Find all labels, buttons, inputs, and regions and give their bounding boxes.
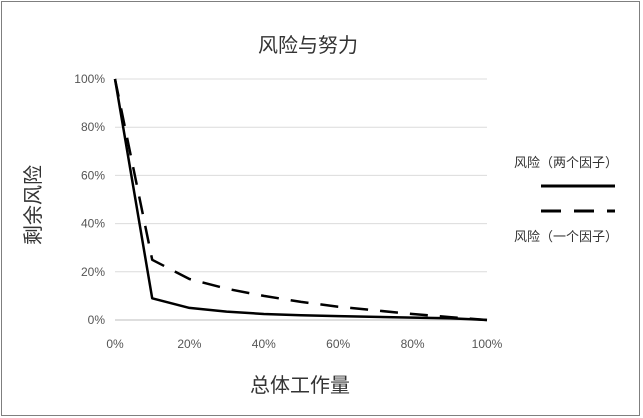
y-tick-label: 40%: [81, 217, 105, 231]
x-tick-label: 80%: [401, 337, 425, 351]
legend-label-two-factors: 风险（两个因子）: [514, 156, 618, 171]
gridlines: [115, 78, 487, 273]
y-tick-label: 0%: [88, 313, 106, 327]
x-tick-label: 60%: [326, 337, 350, 351]
chart-title: 风险与努力: [258, 33, 358, 57]
y-axis-title: 剩余风险: [21, 165, 45, 245]
x-axis-title: 总体工作量: [250, 373, 350, 397]
y-tick-labels: 0% 20% 40% 60% 80% 100%: [74, 72, 105, 327]
x-tick-label: 40%: [252, 337, 276, 351]
legend-label-one-factor: 风险（一个因子）: [514, 230, 618, 245]
series-lines: [113, 78, 488, 322]
series-line-one-factor: [113, 78, 488, 322]
x-tick-label: 20%: [177, 337, 201, 351]
x-tick-label: 100%: [472, 337, 503, 351]
y-tick-label: 20%: [81, 265, 105, 279]
y-tick-label: 80%: [81, 120, 105, 134]
series-line-two-factors: [113, 78, 488, 322]
y-tick-label: 100%: [74, 72, 105, 86]
legend: 风险（两个因子） 风险（一个因子）: [514, 156, 618, 245]
y-tick-label: 60%: [81, 168, 105, 182]
x-tick-labels: 0% 20% 40% 60% 80% 100%: [106, 337, 502, 351]
x-tick-label: 0%: [106, 337, 124, 351]
